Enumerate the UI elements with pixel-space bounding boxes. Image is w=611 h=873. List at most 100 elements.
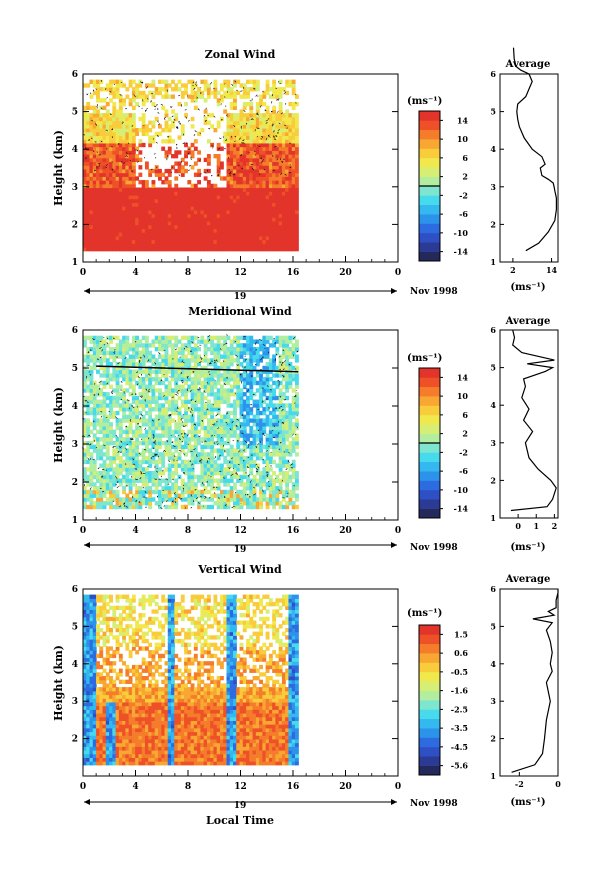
heatmap-cell bbox=[226, 377, 231, 382]
heatmap-cell bbox=[259, 168, 263, 174]
heatmap-cell bbox=[200, 235, 205, 241]
heatmap-cell bbox=[128, 440, 133, 446]
heatmap-cell bbox=[252, 346, 257, 352]
heatmap-cell bbox=[144, 235, 149, 241]
heatmap-cell bbox=[190, 194, 195, 200]
heatmap-cell bbox=[171, 165, 175, 170]
heatmap-cell bbox=[246, 120, 250, 125]
heatmap-cell bbox=[249, 459, 254, 465]
heatmap-cell bbox=[109, 399, 113, 404]
heatmap-cell bbox=[171, 206, 175, 211]
contour-mark bbox=[252, 167, 254, 171]
heatmap-cell bbox=[154, 198, 159, 203]
heatmap-cell bbox=[174, 437, 179, 442]
heatmap-cell bbox=[285, 183, 290, 189]
heatmap-cell bbox=[203, 463, 208, 468]
heatmap-cell bbox=[285, 388, 290, 393]
heatmap-cell bbox=[203, 243, 208, 248]
heatmap-cell bbox=[128, 187, 133, 192]
heatmap-cell bbox=[105, 146, 110, 151]
heatmap-cell bbox=[177, 463, 182, 468]
heatmap-cell bbox=[131, 209, 136, 215]
heatmap-cell bbox=[223, 354, 228, 359]
heatmap-cell bbox=[281, 489, 286, 495]
heatmap-cell bbox=[177, 433, 182, 438]
heatmap-cell bbox=[242, 369, 247, 374]
heatmap-cell bbox=[281, 150, 286, 155]
heatmap-cell bbox=[200, 467, 205, 472]
heatmap-cell bbox=[144, 165, 149, 170]
contour-mark bbox=[243, 142, 245, 145]
heatmap-cell bbox=[128, 422, 133, 427]
heatmap-cell bbox=[154, 232, 159, 237]
heatmap-cell bbox=[219, 474, 224, 480]
heatmap-cell bbox=[171, 224, 175, 230]
heatmap-cell bbox=[141, 198, 146, 203]
heatmap-cell bbox=[213, 380, 218, 386]
heatmap-cell bbox=[154, 437, 159, 442]
heatmap-cell bbox=[187, 418, 192, 423]
heatmap-cell bbox=[294, 213, 299, 218]
heatmap-cell bbox=[216, 191, 221, 196]
heatmap-cell bbox=[268, 243, 273, 248]
heatmap-cell bbox=[164, 113, 169, 118]
contour-mark bbox=[156, 166, 158, 168]
heatmap-cell bbox=[275, 429, 280, 435]
heatmap-cell bbox=[285, 384, 290, 389]
heatmap-cell bbox=[171, 489, 175, 495]
heatmap-cell bbox=[83, 139, 87, 144]
heatmap-cell bbox=[122, 362, 126, 367]
heatmap-cell bbox=[184, 101, 188, 107]
heatmap-cell bbox=[288, 124, 293, 129]
heatmap-cell bbox=[236, 504, 241, 510]
heatmap-cell bbox=[197, 504, 202, 510]
heatmap-cell bbox=[125, 377, 130, 382]
heatmap-cell bbox=[203, 452, 208, 457]
heatmap-cell bbox=[115, 350, 120, 356]
heatmap-cell bbox=[128, 384, 133, 389]
heatmap-cell bbox=[275, 183, 280, 189]
heatmap-cell bbox=[236, 209, 241, 215]
heatmap-cell bbox=[92, 146, 97, 151]
heatmap-cell bbox=[206, 346, 211, 352]
heatmap-cell bbox=[83, 180, 87, 185]
heatmap-cell bbox=[92, 395, 97, 401]
heatmap-cell bbox=[210, 392, 215, 397]
heatmap-cell bbox=[190, 98, 195, 103]
heatmap-cell bbox=[141, 116, 146, 122]
heatmap-cell bbox=[128, 150, 133, 155]
heatmap-cell bbox=[255, 213, 260, 218]
heatmap-cell bbox=[96, 448, 100, 453]
heatmap-cell bbox=[115, 146, 120, 151]
heatmap-cell bbox=[268, 478, 273, 483]
heatmap-cell bbox=[246, 206, 250, 211]
heatmap-cell bbox=[252, 127, 257, 133]
heatmap-cell bbox=[83, 418, 87, 423]
heatmap-cell bbox=[167, 235, 172, 241]
contour-mark bbox=[98, 162, 101, 165]
heatmap-cell bbox=[138, 116, 143, 122]
heatmap-cell bbox=[281, 350, 286, 356]
colorbar-swatch bbox=[419, 204, 440, 215]
heatmap-cell bbox=[154, 209, 159, 215]
heatmap-cell bbox=[131, 239, 136, 244]
heatmap-cell bbox=[89, 493, 94, 498]
heatmap-cell bbox=[115, 425, 120, 431]
heatmap-cell bbox=[122, 350, 126, 356]
heatmap-cell bbox=[83, 489, 87, 495]
heatmap-cell bbox=[288, 478, 293, 483]
contour-mark bbox=[211, 175, 213, 177]
heatmap-cell bbox=[275, 168, 280, 174]
heatmap-cell bbox=[96, 191, 100, 196]
heatmap-cell bbox=[281, 224, 286, 230]
heatmap-cell bbox=[210, 459, 215, 465]
heatmap-cell bbox=[226, 135, 231, 140]
heatmap-cell bbox=[125, 139, 130, 144]
heatmap-cell bbox=[187, 478, 192, 483]
heatmap-cell bbox=[158, 194, 162, 200]
heatmap-cell bbox=[252, 202, 257, 207]
heatmap-cell bbox=[203, 474, 208, 480]
heatmap-cell bbox=[239, 243, 244, 248]
heatmap-cell bbox=[102, 444, 107, 450]
heatmap-cell bbox=[255, 414, 260, 419]
